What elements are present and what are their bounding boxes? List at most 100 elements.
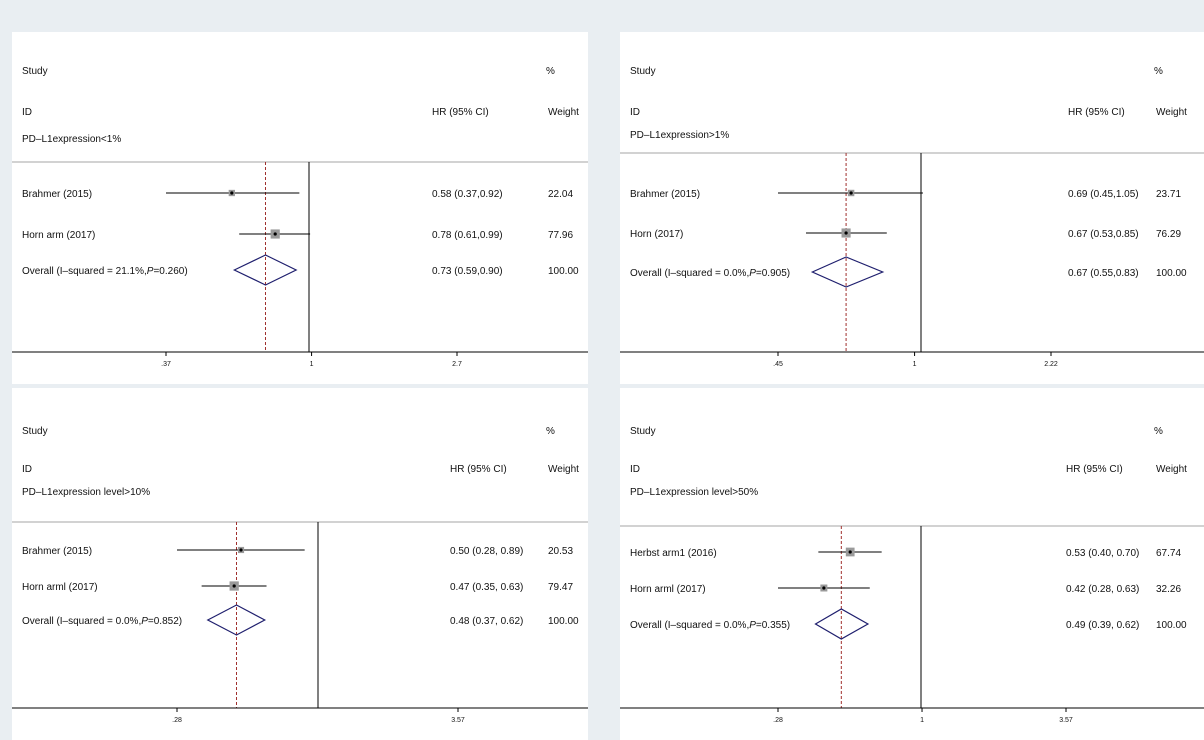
study-name: Brahmer (2015) xyxy=(630,189,700,200)
forest-plot-svg: Study % ID HR (95% CI) Weight PD–L1expression… xyxy=(12,66,588,368)
overall-label-suffix: =0.355) xyxy=(756,620,790,631)
overall-label-p: P xyxy=(141,616,148,627)
header-hr: HR (95% CI) xyxy=(432,107,489,118)
overall-diamond xyxy=(232,254,298,286)
header-weight: Weight xyxy=(548,464,579,475)
x-axis-tick-label: 1 xyxy=(913,361,917,368)
header-id: ID xyxy=(22,107,32,118)
study-name: Brahmer (2015) xyxy=(22,546,92,557)
overall-diamond xyxy=(206,604,267,636)
x-axis-tick-label: 2.7 xyxy=(452,361,462,368)
header-study: Study xyxy=(630,426,656,437)
overall-weight: 100.00 xyxy=(548,266,579,277)
study-hr-ci: 0.78 (0.61,0.99) xyxy=(432,230,503,241)
study-weight: 67.74 xyxy=(1156,548,1181,559)
header-weight: Weight xyxy=(1156,107,1187,118)
study-point xyxy=(273,232,277,236)
overall-hr-ci: 0.67 (0.55,0.83) xyxy=(1068,268,1139,279)
study-point xyxy=(844,231,848,235)
overall-weight: 100.00 xyxy=(1156,268,1187,279)
x-axis-tick-label: .28 xyxy=(773,717,783,724)
study-point xyxy=(822,586,826,590)
x-axis-tick-label: .28 xyxy=(172,717,182,724)
overall-label-prefix: Overall (I–squared = 0.0%, xyxy=(22,616,141,627)
forest-plot-svg: Study % ID HR (95% CI) Weight PD–L1expression… xyxy=(12,426,588,724)
forest-plot-panel-1: Study% ID HR (95% CI) Weight PD–L1expression… xyxy=(12,32,588,384)
header-percent: % xyxy=(1154,426,1163,437)
header-id: ID xyxy=(630,464,640,475)
x-axis-tick-label: 1 xyxy=(920,717,924,724)
subgroup-label: PD–L1expression>1% xyxy=(630,130,729,141)
overall-diamond xyxy=(810,256,885,288)
header-weight: Weight xyxy=(1156,464,1187,475)
header-percent: % xyxy=(1154,66,1163,77)
overall-label-suffix: =0.905) xyxy=(756,268,790,279)
forest-plot-svg: Study % ID HR (95% CI) Weight PD–L1expression… xyxy=(620,66,1204,368)
overall-label-prefix: Overall (I–squared = 0.0%, xyxy=(630,620,749,631)
study-name: Horn arml (2017) xyxy=(630,584,706,595)
study-name: Brahmer (2015) xyxy=(22,189,92,200)
forest-plot-panel-2: Study% ID HR (95% CI) Weight PD–L1expression… xyxy=(620,32,1204,384)
overall-label: Overall (I–squared = 21.1%,P=0.260) xyxy=(22,266,188,277)
header-study: Study xyxy=(22,426,48,437)
header-hr: HR (95% CI) xyxy=(1066,464,1123,475)
forest-plot-svg: Study % ID HR (95% CI) Weight PD–L1expression… xyxy=(620,426,1204,724)
study-point xyxy=(232,584,236,588)
overall-label-p: P xyxy=(749,620,756,631)
overall-diamond xyxy=(814,608,870,640)
overall-label-prefix: Overall (I–squared = 21.1%, xyxy=(22,266,147,277)
header-id: ID xyxy=(22,464,32,475)
study-weight: 32.26 xyxy=(1156,584,1181,595)
study-name: Herbst arm1 (2016) xyxy=(630,548,717,559)
subgroup-label: PD–L1expression<1% xyxy=(22,134,121,145)
study-weight: 20.53 xyxy=(548,546,573,557)
study-hr-ci: 0.50 (0.28, 0.89) xyxy=(450,546,523,557)
study-point xyxy=(230,191,234,195)
overall-hr-ci: 0.73 (0.59,0.90) xyxy=(432,266,503,277)
study-weight: 76.29 xyxy=(1156,229,1181,240)
header-percent: % xyxy=(546,426,555,437)
x-axis-tick-label: 1 xyxy=(310,361,314,368)
study-point xyxy=(239,548,243,552)
x-axis-tick-label: 3.57 xyxy=(451,717,465,724)
study-hr-ci: 0.69 (0.45,1.05) xyxy=(1068,189,1139,200)
overall-label-suffix: =0.852) xyxy=(148,616,182,627)
overall-label-suffix: =0.260) xyxy=(153,266,187,277)
forest-plot-panel-3: Study% ID HR (95% CI) Weight PD–L1expression… xyxy=(12,388,588,740)
x-axis-tick-label: .45 xyxy=(773,361,783,368)
study-weight: 79.47 xyxy=(548,582,573,593)
overall-weight: 100.00 xyxy=(548,616,579,627)
forest-plot-panel-4: Study% ID HR (95% CI) Weight PD–L1expression… xyxy=(620,388,1204,740)
overall-label-prefix: Overall (I–squared = 0.0%, xyxy=(630,268,749,279)
header-study: Study xyxy=(630,66,656,77)
x-axis-tick-label: 3.57 xyxy=(1059,717,1073,724)
header-percent: % xyxy=(546,66,555,77)
overall-label-p: P xyxy=(147,266,154,277)
header-hr: HR (95% CI) xyxy=(450,464,507,475)
study-name: Horn arm (2017) xyxy=(22,230,95,241)
study-hr-ci: 0.53 (0.40, 0.70) xyxy=(1066,548,1139,559)
overall-hr-ci: 0.48 (0.37, 0.62) xyxy=(450,616,523,627)
study-hr-ci: 0.67 (0.53,0.85) xyxy=(1068,229,1139,240)
study-hr-ci: 0.58 (0.37,0.92) xyxy=(432,189,503,200)
study-hr-ci: 0.47 (0.35, 0.63) xyxy=(450,582,523,593)
overall-label: Overall (I–squared = 0.0%,P=0.355) xyxy=(630,620,790,631)
header-hr: HR (95% CI) xyxy=(1068,107,1125,118)
study-weight: 77.96 xyxy=(548,230,573,241)
study-name: Horn (2017) xyxy=(630,229,683,240)
header-id: ID xyxy=(630,107,640,118)
x-axis-tick-label: .37 xyxy=(161,361,171,368)
overall-label: Overall (I–squared = 0.0%,P=0.905) xyxy=(630,268,790,279)
study-point xyxy=(849,191,853,195)
subgroup-label: PD–L1expression level>50% xyxy=(630,487,758,498)
study-point xyxy=(848,550,852,554)
header-weight: Weight xyxy=(548,107,579,118)
overall-weight: 100.00 xyxy=(1156,620,1187,631)
study-hr-ci: 0.42 (0.28, 0.63) xyxy=(1066,584,1139,595)
overall-hr-ci: 0.49 (0.39, 0.62) xyxy=(1066,620,1139,631)
header-study: Study xyxy=(22,66,48,77)
study-weight: 23.71 xyxy=(1156,189,1181,200)
study-name: Horn arml (2017) xyxy=(22,582,98,593)
x-axis-tick-label: 2.22 xyxy=(1044,361,1058,368)
overall-label-p: P xyxy=(749,268,756,279)
